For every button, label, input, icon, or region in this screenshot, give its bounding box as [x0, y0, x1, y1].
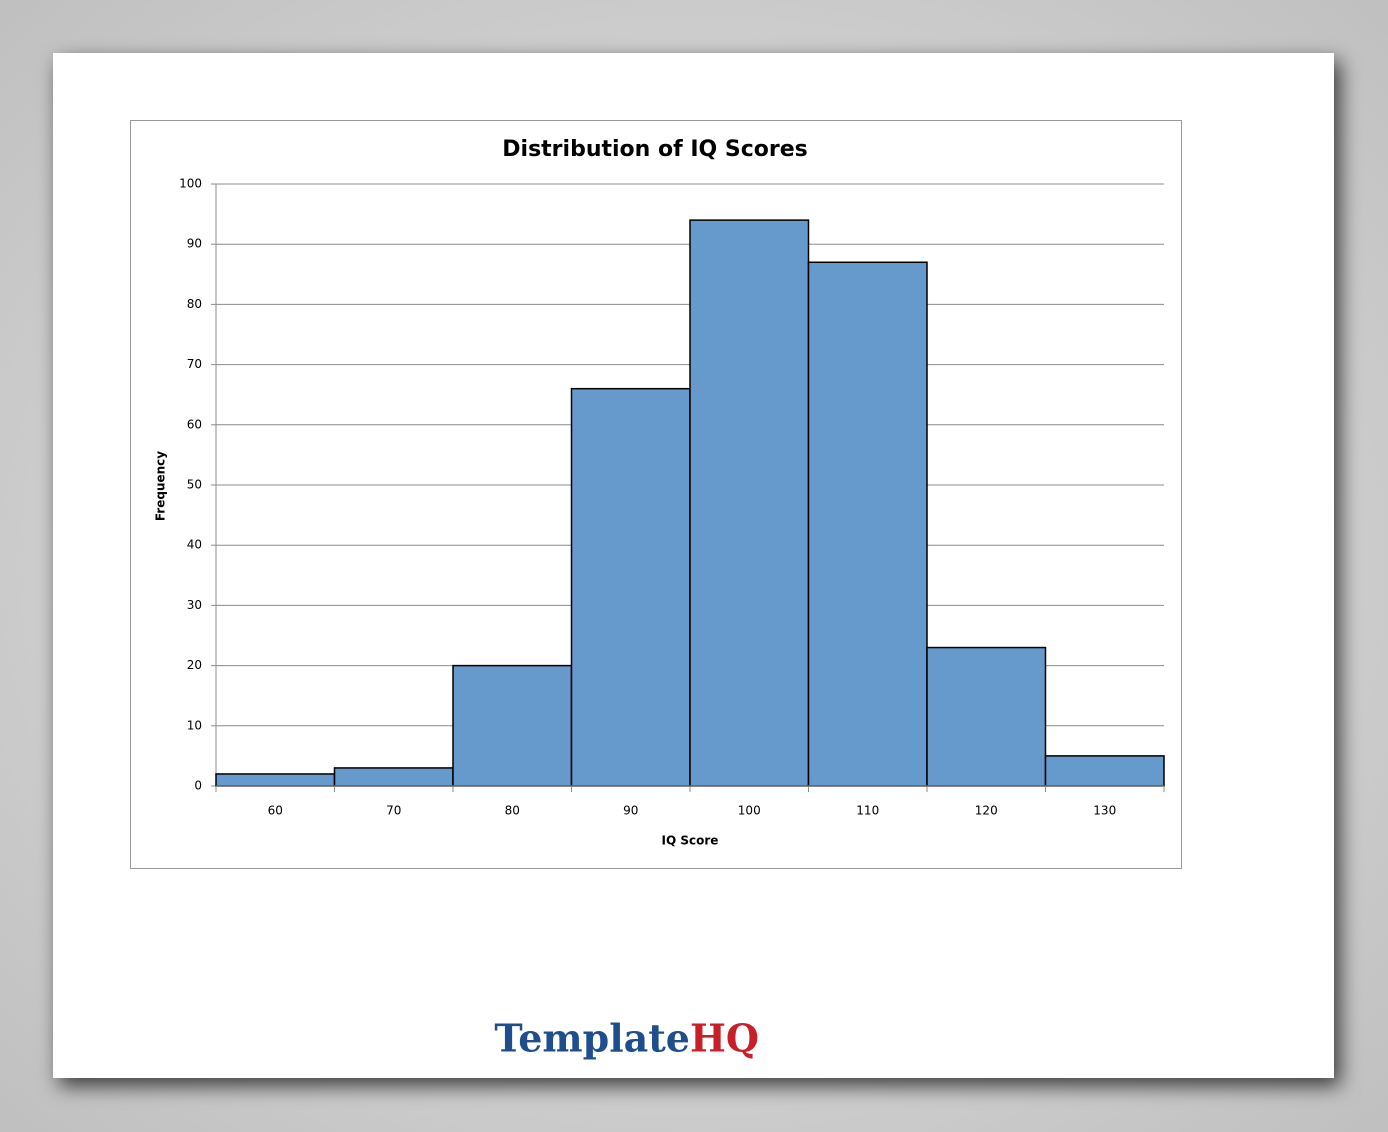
y-tick-label: 100	[179, 177, 202, 191]
y-tick-label: 70	[187, 357, 202, 371]
x-tick-label: 90	[623, 804, 638, 818]
y-tick-label: 30	[187, 598, 202, 612]
x-tick-label: 100	[738, 804, 761, 818]
y-tick-label: 20	[187, 658, 202, 672]
y-axis-title: Frequency	[154, 451, 168, 521]
watermark-first: Template	[494, 1016, 690, 1061]
y-tick-label: 90	[187, 237, 202, 251]
bar	[926, 646, 1047, 787]
bar	[1044, 755, 1165, 787]
bar	[215, 773, 336, 787]
x-tick-label: 60	[268, 804, 283, 818]
bar	[333, 767, 454, 787]
y-tick-label: 80	[187, 297, 202, 311]
x-tick-label: 130	[1093, 804, 1116, 818]
y-tick-label: 10	[187, 718, 202, 732]
x-axis-title: IQ Score	[662, 834, 719, 848]
x-tick-label: 80	[505, 804, 520, 818]
y-tick-label: 50	[187, 478, 202, 492]
x-tick-label: 70	[386, 804, 401, 818]
bar	[452, 664, 573, 787]
x-tick-label: 120	[975, 804, 998, 818]
x-tick-label: 110	[856, 804, 879, 818]
watermark-second: HQ	[690, 1016, 759, 1061]
chart-title: Distribution of IQ Scores	[502, 137, 807, 162]
y-tick-label: 60	[187, 417, 202, 431]
bar	[570, 387, 691, 787]
y-tick-label: 40	[187, 538, 202, 552]
y-tick-label: 0	[194, 779, 202, 793]
bar	[689, 219, 810, 787]
bar	[807, 261, 928, 787]
